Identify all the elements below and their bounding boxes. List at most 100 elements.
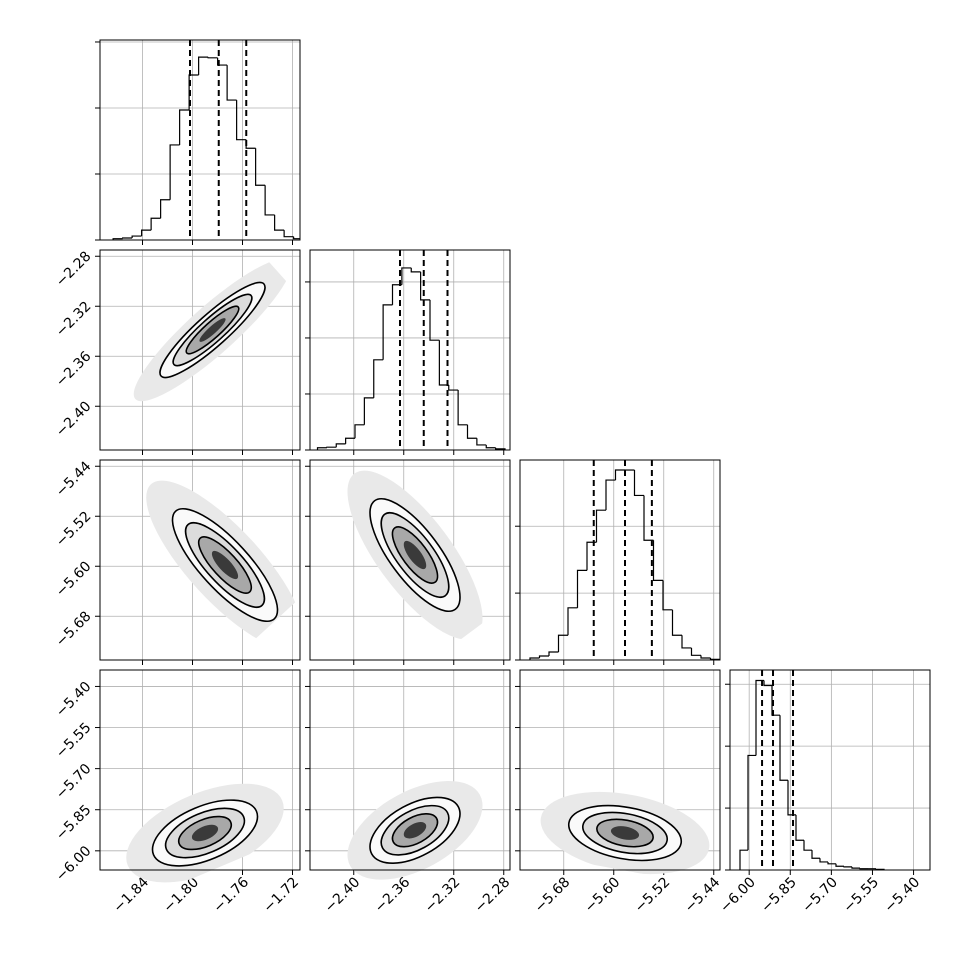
panel-frame (99, 249, 301, 451)
histogram-step (763, 680, 772, 687)
x-tick-label: −5.85 (758, 874, 800, 916)
panel-frame (309, 669, 511, 871)
y-tick-label: −2.40 (53, 398, 95, 440)
histogram-step (671, 609, 682, 636)
y-tick-label: −5.44 (53, 458, 95, 500)
y-tick-label: −6.00 (53, 843, 95, 885)
y-tick-label: −5.52 (53, 508, 95, 550)
histogram-step (803, 840, 812, 851)
panel-frame (519, 669, 721, 871)
x-tick-label: −2.32 (422, 874, 464, 916)
density-contour (211, 550, 239, 580)
density-contour (610, 826, 640, 840)
histogram-step (709, 657, 720, 660)
histogram-step (466, 424, 477, 439)
histogram-step (529, 657, 540, 660)
x-tick-label: −5.44 (682, 874, 724, 916)
histogram-step (595, 509, 606, 543)
y-tick-label: −5.68 (53, 608, 95, 650)
histogram-step (557, 634, 568, 652)
histogram-step (614, 469, 625, 481)
histogram-step (226, 65, 237, 101)
histogram-step (122, 237, 133, 239)
histogram-step (495, 447, 506, 450)
histogram-step (245, 139, 256, 149)
histogram-step (476, 438, 487, 446)
histogram-step (827, 861, 836, 865)
panel-frame (99, 459, 301, 661)
histogram-step (835, 863, 844, 867)
histogram-step (643, 495, 654, 541)
histogram-step (207, 57, 218, 59)
x-tick-label: −2.28 (472, 874, 514, 916)
y-tick-label: −5.40 (53, 679, 95, 721)
histogram-step (335, 443, 346, 448)
histogram-step (652, 540, 663, 582)
density-contour (191, 824, 219, 842)
histogram-step (819, 858, 828, 863)
y-tick-label: −2.28 (53, 248, 95, 290)
histogram-step (354, 424, 365, 439)
histogram-step (438, 340, 449, 386)
histogram-step (586, 541, 597, 571)
histogram-step (274, 214, 285, 231)
histogram-step (739, 849, 748, 870)
x-tick-label: −1.84 (111, 874, 153, 916)
histogram-step (169, 144, 180, 200)
density-contour (199, 318, 226, 342)
y-tick-label: −5.70 (53, 761, 95, 803)
x-tick-label: −5.52 (632, 874, 674, 916)
density-contour (403, 822, 427, 839)
histogram-step (345, 437, 355, 444)
histogram-step (485, 444, 496, 449)
histogram-step (859, 868, 868, 870)
histogram-step (264, 185, 275, 216)
x-tick-label: −2.36 (372, 874, 414, 916)
panel-frame (519, 459, 721, 661)
histogram-step (795, 814, 804, 841)
histogram-step (690, 647, 701, 656)
histogram-step (538, 655, 549, 658)
histogram-step (448, 385, 459, 391)
histogram-step (373, 359, 384, 398)
histogram-step (283, 230, 294, 238)
x-tick-label: −5.60 (582, 874, 624, 916)
panel-frame (99, 39, 301, 241)
histogram-step (605, 479, 616, 511)
x-tick-label: −1.76 (211, 874, 253, 916)
histogram-step (160, 199, 171, 219)
histogram-step (326, 446, 337, 448)
histogram-step (700, 655, 711, 659)
histogram-step (747, 754, 756, 851)
panel-frame (309, 249, 511, 451)
histogram-step (410, 267, 421, 273)
y-tick-label: −2.36 (53, 348, 95, 390)
histogram-step (567, 607, 578, 636)
histogram-step (236, 100, 247, 141)
histogram-step (843, 866, 852, 868)
histogram-step (141, 229, 152, 237)
histogram-step (771, 685, 780, 716)
histogram-step (851, 866, 860, 869)
x-tick-label: −5.40 (882, 874, 924, 916)
histogram-step (633, 470, 644, 497)
histogram-step (811, 850, 820, 859)
histogram-step (401, 267, 412, 285)
panel-frame (729, 669, 931, 871)
x-tick-label: −1.72 (261, 874, 303, 916)
histogram-step (391, 284, 402, 305)
histogram-step (131, 235, 142, 239)
y-tick-label: −5.60 (53, 558, 95, 600)
histogram-step (779, 715, 788, 781)
x-tick-label: −2.40 (322, 874, 364, 916)
panel-frame (309, 459, 511, 661)
histogram-step (255, 148, 266, 186)
histogram-step (179, 109, 190, 145)
x-tick-label: −5.70 (799, 874, 841, 916)
histogram-step (576, 569, 587, 608)
panel-frame (99, 669, 301, 871)
x-tick-label: −5.55 (840, 874, 882, 916)
x-tick-label: −5.68 (532, 874, 574, 916)
histogram-step (681, 635, 692, 649)
histogram-step (457, 390, 468, 426)
